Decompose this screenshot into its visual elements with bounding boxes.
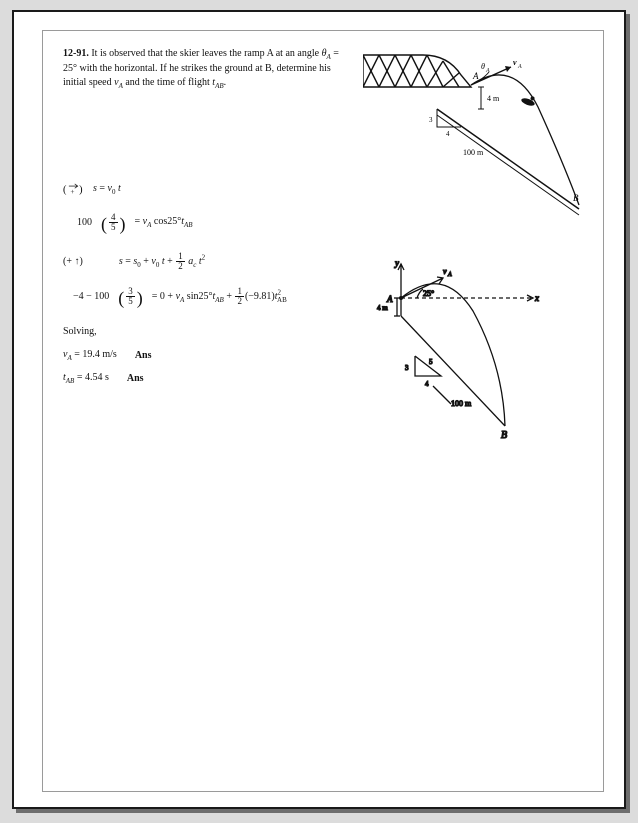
svg-text:100 m: 100 m [451, 399, 472, 408]
eq3-half-den: 2 [176, 262, 185, 271]
svg-text:+: + [70, 187, 74, 196]
svg-text:A: A [517, 64, 522, 70]
eq4-den: 5 [126, 297, 135, 306]
eq4-lhs: −4 − 100 [73, 291, 109, 302]
tab-symbol: tAB [212, 77, 223, 88]
ans2-text: tAB = 4.54 s [63, 372, 109, 385]
eq-line-3: (+ ↑) s = s0 + v0 t + 12 ac t2 [63, 252, 363, 271]
answer-2: tAB = 4.54 s Ans [63, 372, 363, 385]
solving-text: Solving, [63, 326, 97, 337]
answer-1: vA = 19.4 m/s Ans [63, 349, 363, 362]
solving-label: Solving, [63, 326, 363, 337]
eq-line-4: −4 − 100 ( 35 ) = 0 + vA sin25°tAB + 12(… [73, 287, 363, 306]
ans2-label: Ans [127, 373, 144, 384]
svg-text:θ: θ [481, 62, 485, 71]
svg-text:25°: 25° [423, 289, 434, 298]
eq-line-1: ( + ) s = v0 t [63, 181, 363, 197]
svg-text:v: v [443, 267, 447, 276]
svg-text:A: A [386, 294, 393, 304]
eq3-text: s = s0 + v0 t + 12 ac t2 [119, 252, 205, 271]
svg-text:4 m: 4 m [487, 94, 500, 103]
scan-outer-frame: 12-91. It is observed that the skier lea… [12, 10, 626, 809]
figure-kinematics: y x A vA 25° [373, 256, 553, 446]
svg-text:3: 3 [405, 364, 409, 372]
svg-text:): ) [79, 185, 82, 196]
page: 12-91. It is observed that the skier lea… [42, 30, 604, 792]
svg-text:4: 4 [425, 380, 429, 388]
figure-ramp: A θA vA 4 m [363, 47, 583, 217]
svg-text:5: 5 [429, 358, 433, 366]
eq1-text: s = v0 t [93, 183, 121, 196]
arrow-up-icon: (+ ↑) [63, 256, 83, 267]
ans1-label: Ans [135, 350, 152, 361]
svg-text:x: x [534, 293, 539, 303]
svg-text:y: y [394, 258, 399, 268]
svg-text:4: 4 [446, 130, 450, 138]
svg-text:A: A [447, 272, 452, 278]
eq4-frac: ( 35 ) [117, 287, 144, 306]
svg-text:100 m: 100 m [463, 148, 484, 157]
svg-text:4 m: 4 m [377, 304, 388, 312]
ans1-text: vA = 19.4 m/s [63, 349, 117, 362]
eq-line-2: 100 ( 45 ) = vA cos25°tAB [77, 213, 363, 232]
problem-statement: 12-91. It is observed that the skier lea… [63, 47, 343, 91]
eq2-frac: ( 45 ) [100, 213, 127, 232]
eq2-100: 100 [77, 217, 92, 228]
eq4-half-den: 2 [235, 297, 244, 306]
svg-text:3: 3 [429, 116, 433, 124]
svg-text:B: B [501, 430, 507, 441]
svg-text:(: ( [63, 185, 67, 196]
statement-part-d: . [224, 77, 227, 88]
arrow-right-icon: ( + ) [63, 181, 85, 197]
eq4-mid: = 0 + vA sin25°tAB + 12(−9.81)t2AB [152, 287, 287, 306]
problem-number: 12-91. [63, 48, 89, 59]
svg-text:A: A [472, 71, 479, 81]
equation-block: ( + ) s = v0 t 100 ( 45 ) = vA cos25°tAB [63, 181, 363, 385]
statement-part-c: and the time of flight [125, 77, 212, 88]
va-symbol: vA [114, 77, 123, 88]
svg-text:B: B [573, 193, 579, 203]
svg-text:v: v [513, 58, 517, 67]
svg-text:A: A [485, 68, 490, 74]
eq2-den: 5 [109, 223, 118, 232]
statement-part-a: It is observed that the skier leaves the… [91, 48, 321, 59]
eq2-rhs: = vA cos25°tAB [135, 216, 193, 229]
